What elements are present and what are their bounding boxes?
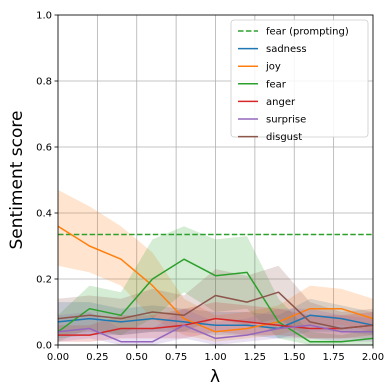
legend-label-joy: joy: [265, 62, 281, 73]
legend-label-fear: fear: [266, 79, 287, 90]
y-tick-label: 0.4: [36, 209, 52, 220]
y-tick-label: 0.8: [36, 77, 52, 88]
x-tick-label: 1.75: [322, 352, 344, 363]
legend-label-anger: anger: [266, 97, 296, 108]
axis-ticks: 0.00 0.25 0.50 0.75 1.00 1.25 1.50 1.75 2.00 0.0 0…: [36, 11, 384, 364]
x-tick-label: 1.25: [244, 352, 266, 363]
x-tick-label: 0.00: [47, 352, 69, 363]
y-tick-label: 0.0: [36, 341, 52, 352]
legend-label-disgust: disgust: [266, 132, 302, 143]
x-axis-label: λ: [210, 367, 220, 385]
legend: fear (prompting) sadness joy fear anger surpr…: [230, 19, 369, 143]
y-tick-label: 0.6: [36, 143, 52, 154]
surprise-series-line: [57, 324, 373, 343]
x-tick-label: 1.00: [204, 352, 226, 363]
y-axis-label: Sentiment score: [7, 111, 27, 250]
disgust-series-line: [57, 291, 374, 330]
anger-series-line: [58, 317, 374, 336]
y-tick-label: 1.0: [36, 11, 52, 22]
sadness-series-line: [57, 314, 374, 330]
legend-label-fear-prompting: fear (prompting): [266, 27, 349, 38]
legend-box: [230, 19, 369, 138]
joy-series-line: [57, 225, 374, 333]
x-tick-label: 0.25: [86, 352, 108, 363]
y-tick-label: 0.2: [36, 275, 52, 286]
legend-label-surprise: surprise: [266, 115, 306, 126]
surprise-confidence-band: [58, 308, 373, 345]
x-tick-label: 2.00: [362, 352, 384, 363]
x-tick-label: 1.50: [283, 352, 305, 363]
x-tick-label: 0.50: [126, 352, 148, 363]
series-lines: [57, 225, 374, 343]
joy-confidence-band: [58, 189, 373, 342]
legend-label-sadness: sadness: [266, 44, 307, 55]
x-tick-label: 0.75: [165, 352, 187, 363]
fear-series-line: [57, 258, 374, 343]
